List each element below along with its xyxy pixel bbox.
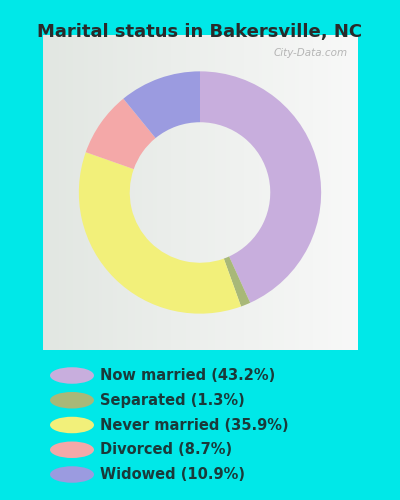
Wedge shape bbox=[79, 152, 241, 314]
Circle shape bbox=[50, 392, 94, 408]
Circle shape bbox=[50, 442, 94, 458]
Text: Separated (1.3%): Separated (1.3%) bbox=[100, 393, 245, 408]
Text: Now married (43.2%): Now married (43.2%) bbox=[100, 368, 275, 383]
Wedge shape bbox=[123, 72, 200, 138]
Wedge shape bbox=[200, 72, 321, 303]
Text: City-Data.com: City-Data.com bbox=[274, 48, 348, 58]
Text: Divorced (8.7%): Divorced (8.7%) bbox=[100, 442, 232, 457]
Text: Widowed (10.9%): Widowed (10.9%) bbox=[100, 467, 245, 482]
Text: Never married (35.9%): Never married (35.9%) bbox=[100, 418, 289, 432]
Text: Marital status in Bakersville, NC: Marital status in Bakersville, NC bbox=[38, 22, 362, 40]
Wedge shape bbox=[86, 98, 156, 169]
Circle shape bbox=[50, 466, 94, 483]
Circle shape bbox=[50, 417, 94, 433]
Circle shape bbox=[50, 367, 94, 384]
Wedge shape bbox=[224, 256, 250, 306]
